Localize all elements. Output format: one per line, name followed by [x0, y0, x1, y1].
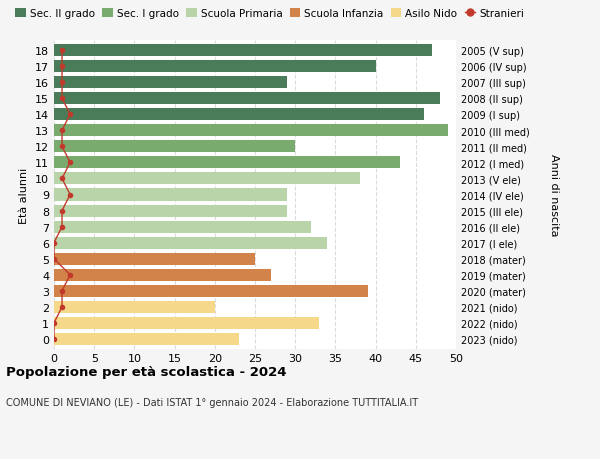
- Bar: [54, 125, 448, 137]
- Point: [57, 79, 67, 87]
- Point: [57, 127, 67, 134]
- Bar: [54, 333, 239, 345]
- Point: [65, 271, 75, 279]
- Point: [65, 159, 75, 167]
- Bar: [54, 173, 359, 185]
- Point: [57, 63, 67, 71]
- Point: [49, 256, 59, 263]
- Y-axis label: Anni di nascita: Anni di nascita: [549, 154, 559, 236]
- Bar: [54, 77, 287, 89]
- Point: [49, 319, 59, 327]
- Bar: [54, 269, 271, 281]
- Point: [65, 112, 75, 119]
- Point: [57, 95, 67, 103]
- Legend: Sec. II grado, Sec. I grado, Scuola Primaria, Scuola Infanzia, Asilo Nido, Stran: Sec. II grado, Sec. I grado, Scuola Prim…: [11, 5, 529, 23]
- Bar: [54, 141, 295, 153]
- Text: COMUNE DI NEVIANO (LE) - Dati ISTAT 1° gennaio 2024 - Elaborazione TUTTITALIA.IT: COMUNE DI NEVIANO (LE) - Dati ISTAT 1° g…: [6, 397, 418, 407]
- Bar: [54, 109, 424, 121]
- Bar: [54, 45, 432, 57]
- Bar: [54, 221, 311, 233]
- Bar: [54, 157, 400, 169]
- Point: [57, 303, 67, 311]
- Point: [57, 47, 67, 55]
- Bar: [54, 253, 255, 265]
- Point: [49, 240, 59, 247]
- Bar: [54, 317, 319, 329]
- Text: Popolazione per età scolastica - 2024: Popolazione per età scolastica - 2024: [6, 365, 287, 378]
- Bar: [54, 285, 368, 297]
- Bar: [54, 205, 287, 217]
- Point: [65, 191, 75, 199]
- Bar: [54, 189, 287, 201]
- Bar: [54, 93, 440, 105]
- Point: [57, 224, 67, 231]
- Point: [57, 207, 67, 215]
- Bar: [54, 237, 328, 249]
- Y-axis label: Età alunni: Età alunni: [19, 167, 29, 223]
- Point: [49, 336, 59, 343]
- Point: [57, 287, 67, 295]
- Point: [57, 143, 67, 151]
- Point: [57, 175, 67, 183]
- Bar: [54, 301, 215, 313]
- Bar: [54, 61, 376, 73]
